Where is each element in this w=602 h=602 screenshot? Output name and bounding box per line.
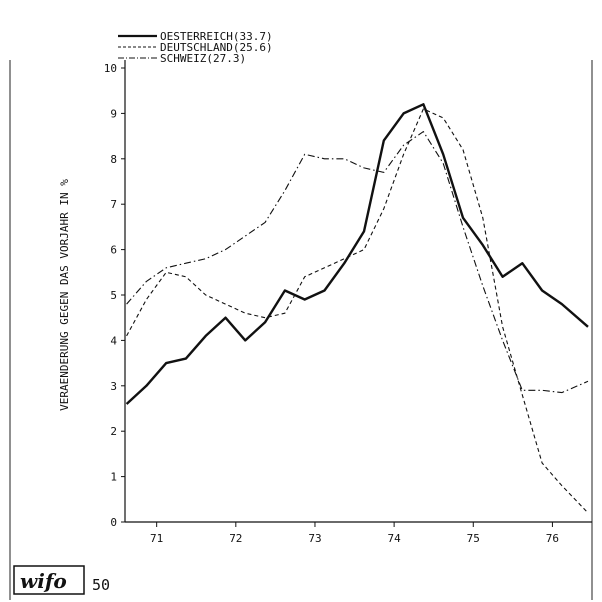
legend-label-oesterreich: OESTERREICH(33.7) [160,30,273,43]
legend-label-schweiz: SCHWEIZ(27.3) [160,52,246,65]
y-tick-label: 2 [110,425,117,438]
legend-label-deutschland: DEUTSCHLAND(25.6) [160,41,273,54]
y-tick-label: 4 [110,334,117,347]
page-number: 50 [92,576,110,594]
series-line-oesterreich [125,103,589,405]
y-tick-label: 3 [110,380,117,393]
y-ticks: 0 1 2 3 4 5 6 7 8 9 10 [104,62,125,529]
wifo-logo-icon [13,565,85,595]
series-line-schweiz [126,131,589,394]
x-tick-label: 75 [467,532,480,545]
series-line-deutschland [126,108,589,514]
legend: OESTERREICH(33.7) DEUTSCHLAND(25.6) SCHW… [118,30,273,65]
y-tick-label: 1 [110,471,117,484]
x-ticks: 71 72 73 74 75 76 [150,522,559,545]
y-tick-label: 0 [110,516,117,529]
wifo-logo-text: wifo [20,569,67,593]
y-tick-label: 9 [110,107,117,120]
x-tick-label: 71 [150,532,163,545]
x-tick-label: 73 [308,532,321,545]
y-tick-label: 8 [110,153,117,166]
y-tick-label: 10 [104,62,117,75]
x-tick-label: 76 [546,532,559,545]
y-axis-title: VERAENDERUNG GEGEN DAS VORJAHR IN % [58,179,71,411]
axes [124,60,592,523]
y-tick-label: 7 [110,198,117,211]
series-lines [125,103,589,514]
y-tick-label: 6 [110,244,117,257]
y-tick-label: 5 [110,289,117,302]
footer: wifo 50 [13,565,110,595]
x-tick-label: 72 [229,532,242,545]
x-tick-label: 74 [387,532,401,545]
